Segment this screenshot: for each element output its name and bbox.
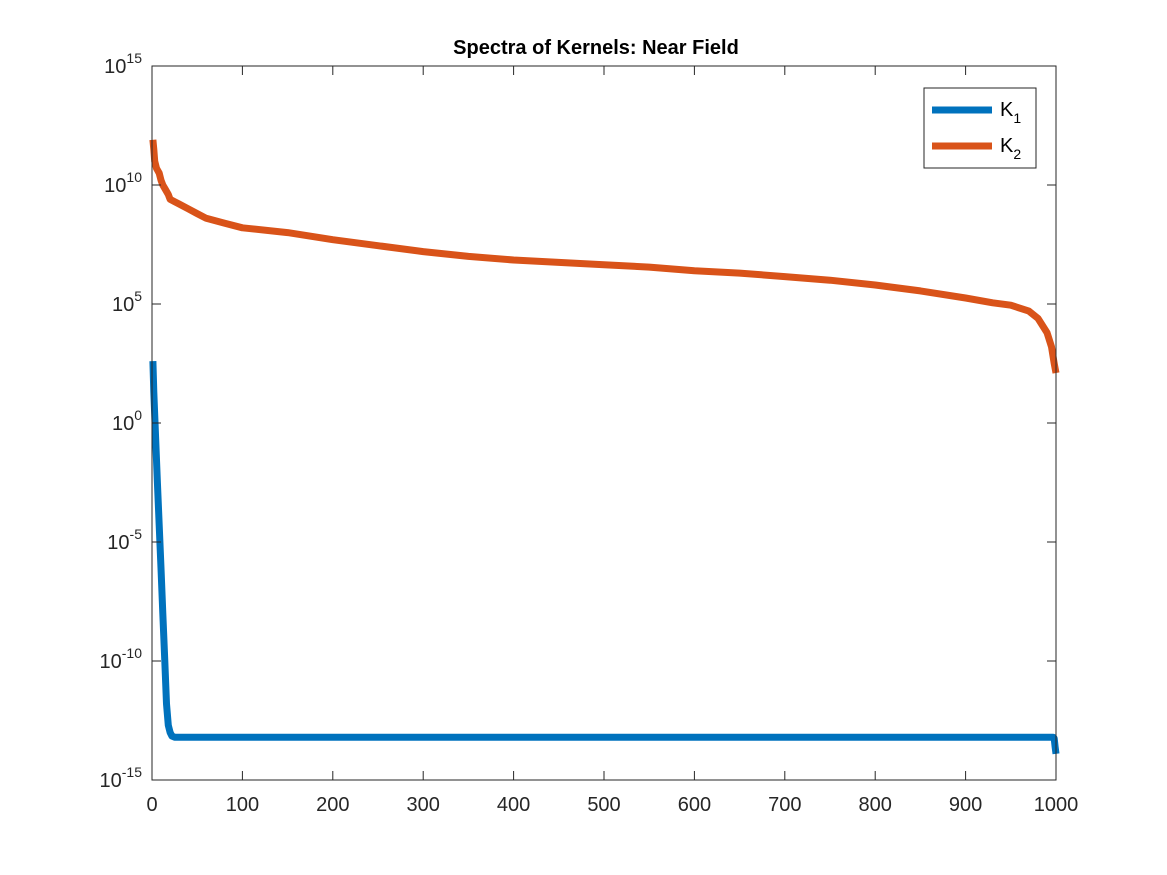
y-tick-label: 10-15 [100,764,143,792]
y-tick-exponent: 10 [126,169,142,185]
x-tick-label: 0 [146,794,157,816]
y-tick-base: 10 [100,651,122,673]
y-tick-label: 1010 [104,169,142,197]
x-tick-label: 500 [587,794,620,816]
y-tick-exponent: 5 [134,288,142,304]
y-tick-label: 100 [112,407,142,435]
series-line-1 [149,360,1060,755]
x-tick-label: 300 [407,794,440,816]
x-tick-label: 700 [768,794,801,816]
y-tick-label: 1015 [104,50,142,78]
legend-label-main: K [1000,135,1014,157]
y-tick-exponent: -5 [130,526,143,542]
x-tick-label: 800 [859,794,892,816]
x-tick-label: 400 [497,794,530,816]
x-tick-label: 600 [678,794,711,816]
y-tick-label: 10-5 [107,526,142,554]
y-tick-base: 10 [100,770,122,792]
y-tick-base: 10 [112,294,134,316]
legend-label-1: K1 [1000,99,1021,126]
y-tick-label: 10-10 [100,645,143,673]
x-tick-label: 1000 [1034,794,1079,816]
y-tick-base: 10 [104,56,126,78]
legend-label-subscript: 1 [1013,110,1021,126]
chart-title: Spectra of Kernels: Near Field [453,37,739,59]
x-tick-label: 100 [226,794,259,816]
y-tick-exponent: 0 [134,407,142,423]
legend-box [923,87,1037,169]
x-tick-label: 900 [949,794,982,816]
legend-label-main: K [1000,99,1014,121]
y-tick-exponent: -15 [122,764,142,780]
legend-label-subscript: 2 [1013,146,1021,162]
x-tick-label: 200 [316,794,349,816]
y-tick-exponent: -10 [122,645,142,661]
y-tick-label: 105 [112,288,142,316]
y-tick-exponent: 15 [126,50,142,66]
plot-area [152,66,1056,780]
legend-label-2: K2 [1000,135,1021,162]
y-tick-base: 10 [112,413,134,435]
y-tick-base: 10 [107,532,129,554]
y-tick-base: 10 [104,175,126,197]
series-line-2 [149,139,1060,374]
